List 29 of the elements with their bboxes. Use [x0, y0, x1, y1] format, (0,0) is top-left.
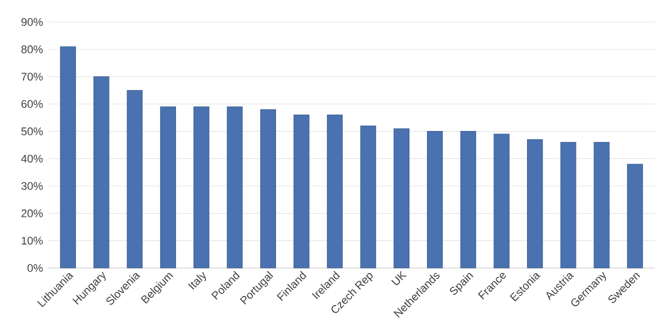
y-tick-label: 60%: [22, 100, 43, 108]
x-tick-label: Italy: [188, 272, 206, 290]
y-tick-label: 70%: [22, 72, 43, 81]
bar: [126, 90, 143, 268]
bar: [426, 131, 443, 268]
y-tick-label: 30%: [21, 182, 43, 190]
bar: [226, 106, 243, 268]
y-tick-label: 0%: [28, 264, 43, 272]
bar: [494, 134, 510, 268]
bar: [560, 142, 576, 268]
y-tick-label: 20%: [22, 209, 43, 218]
y-tick-label: 10%: [22, 236, 43, 245]
bar: [294, 114, 310, 268]
bar: [594, 142, 610, 268]
y-tick-label: 40%: [21, 154, 43, 163]
bar: [93, 76, 110, 268]
bar: [394, 128, 410, 268]
bar: [260, 109, 276, 268]
bar: [527, 139, 543, 268]
bar: [627, 164, 643, 268]
bar: [360, 126, 376, 268]
y-tick-label: 50%: [21, 127, 43, 136]
bar: [194, 106, 210, 268]
bar: [326, 114, 343, 268]
bar: [160, 106, 176, 268]
bar: [460, 131, 476, 268]
y-tick-label: 90%: [21, 18, 43, 26]
y-tick-label: 80%: [21, 45, 43, 54]
bar: [60, 46, 76, 268]
